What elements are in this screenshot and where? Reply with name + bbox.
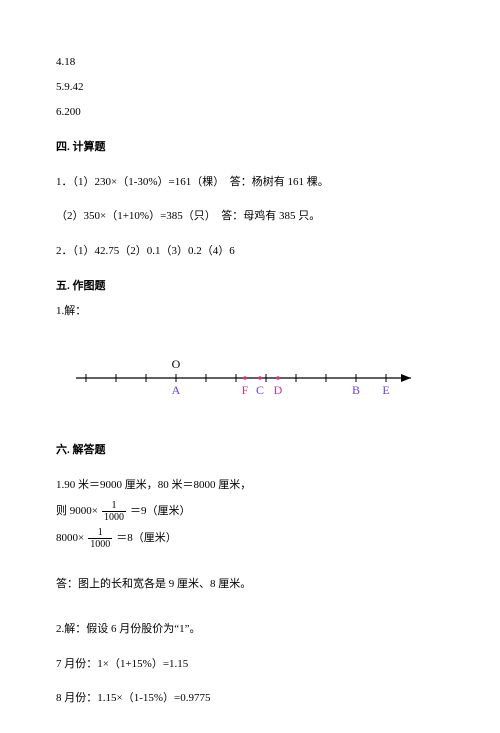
sec4-q1a: 1．（1）230×（1-30%）=161（棵） 答：杨树有 161 棵。 xyxy=(56,172,444,193)
ans-5: 5.9.42 xyxy=(56,77,444,98)
sec4-q2: 2．（1）42.75（2）0.1（3）0.2（4）6 xyxy=(56,241,444,262)
ans-6: 6.200 xyxy=(56,102,444,123)
svg-text:D: D xyxy=(274,383,283,397)
ans-4: 4.18 xyxy=(56,52,444,73)
svg-text:C: C xyxy=(256,383,264,397)
eq2-pre: 8000× xyxy=(56,528,84,549)
page: 4.18 5.9.42 6.200 四. 计算题 1．（1）230×（1-30%… xyxy=(0,0,500,733)
svg-text:A: A xyxy=(172,383,181,397)
svg-text:F: F xyxy=(242,383,249,397)
svg-text:E: E xyxy=(382,383,389,397)
section-6-title: 六. 解答题 xyxy=(56,440,444,461)
sec4-q1b: （2）350×（1+10%）=385（只） 答：母鸡有 385 只。 xyxy=(56,206,444,227)
sec6-eq1: 则 9000× 1 1000 ＝9（厘米） xyxy=(56,500,444,523)
number-line-diagram: OA FCD B E xyxy=(56,346,444,416)
sec5-q1: 1.解： xyxy=(56,301,444,322)
eq2-fraction: 1 1000 xyxy=(88,527,112,550)
section-4-title: 四. 计算题 xyxy=(56,137,444,158)
eq1-fraction: 1 1000 xyxy=(102,500,126,523)
svg-text:B: B xyxy=(352,383,360,397)
sec6-l2a: 2.解：假设 6 月份股价为“1”。 xyxy=(56,619,444,640)
eq2-den: 1000 xyxy=(88,539,112,550)
eq2-post: ＝8（厘米） xyxy=(116,528,177,549)
sec6-l2b: 7 月份：1×（1+15%）=1.15 xyxy=(56,654,444,675)
eq1-pre: 则 9000× xyxy=(56,501,98,522)
svg-text:O: O xyxy=(172,357,181,371)
sec6-ans1: 答：图上的长和宽各是 9 厘米、8 厘米。 xyxy=(56,574,444,595)
sec6-l1: 1.90 米＝9000 厘米，80 米＝8000 厘米， xyxy=(56,475,444,496)
eq1-den: 1000 xyxy=(102,512,126,523)
eq1-post: ＝9（厘米） xyxy=(130,501,191,522)
sec6-l2c: 8 月份：1.15×（1-15%）=0.9775 xyxy=(56,688,444,709)
section-5-title: 五. 作图题 xyxy=(56,276,444,297)
eq2-num: 1 xyxy=(88,527,112,539)
sec6-eq2: 8000× 1 1000 ＝8（厘米） xyxy=(56,527,444,550)
eq1-num: 1 xyxy=(102,500,126,512)
